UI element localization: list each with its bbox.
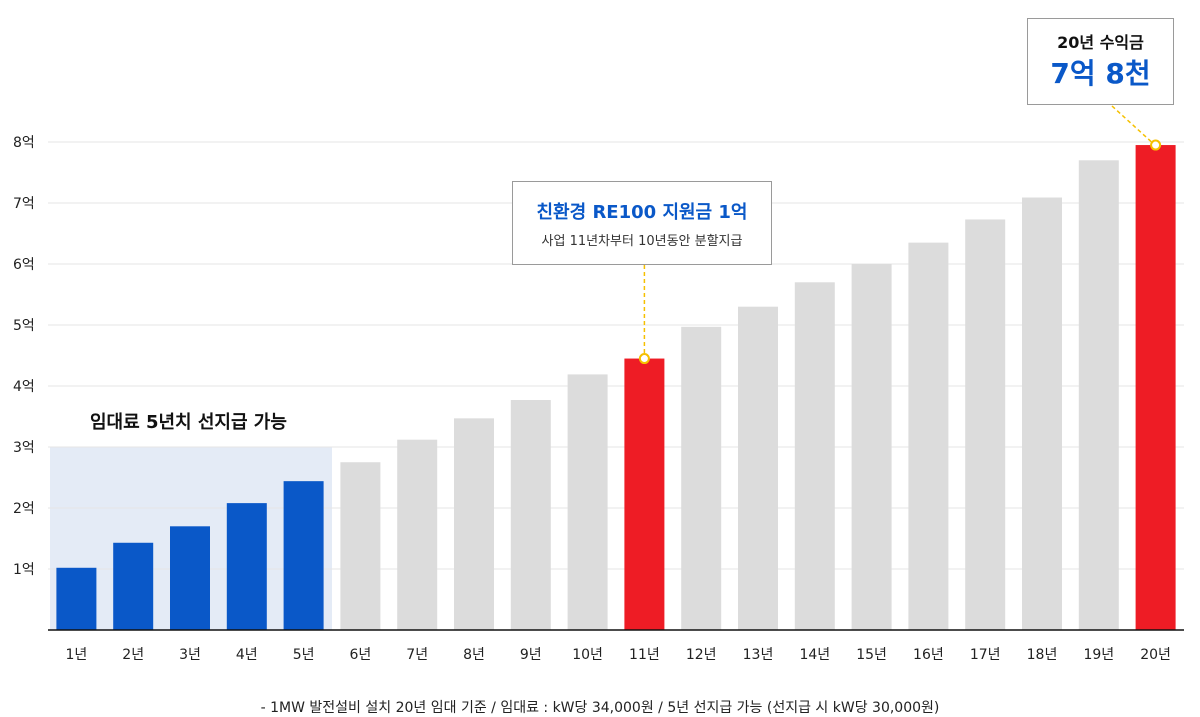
bar-2	[113, 542, 154, 630]
bar-1	[56, 567, 97, 630]
bar-14	[794, 282, 835, 630]
y-tick-label: 3억	[13, 440, 35, 456]
bar-20	[1135, 145, 1176, 631]
bar-11	[624, 358, 665, 630]
x-tick-label: 17년	[970, 647, 1001, 663]
re100-subsidy-callout: 친환경 RE100 지원금 1억 사업 11년차부터 10년동안 분할지급	[512, 181, 772, 265]
bar-10	[567, 374, 608, 630]
y-tick-label: 1억	[13, 562, 35, 578]
x-tick-label: 10년	[572, 647, 603, 663]
x-tick-label: 7년	[406, 647, 428, 663]
x-tick-label: 19년	[1083, 647, 1114, 663]
bar-6	[340, 462, 381, 630]
re100-callout-subtitle: 사업 11년차부터 10년동안 분할지급	[541, 234, 743, 249]
y-tick-label: 4억	[13, 379, 35, 395]
prepay-region-label: 임대료 5년치 선지급 가능	[90, 412, 287, 433]
total-revenue-callout: 20년 수익금 7억 8천	[1027, 18, 1174, 105]
x-tick-label: 6년	[350, 647, 372, 663]
total-connector	[1111, 105, 1153, 143]
x-tick-label: 11년	[629, 647, 660, 663]
y-tick-label: 7억	[13, 196, 35, 212]
total-callout-value: 7억 8천	[1050, 57, 1151, 90]
bar-7	[397, 439, 438, 630]
re100-marker	[638, 353, 650, 365]
bar-17	[965, 219, 1006, 630]
bar-5	[283, 481, 324, 630]
x-tick-label: 15년	[856, 647, 887, 663]
x-tick-label: 18년	[1027, 647, 1058, 663]
x-tick-label: 4년	[236, 647, 258, 663]
x-tick-label: 12년	[686, 647, 717, 663]
bar-18	[1022, 197, 1062, 630]
y-tick-label: 2억	[13, 501, 35, 517]
bar-16	[908, 242, 949, 630]
bar-12	[681, 326, 722, 630]
chart-footnote: - 1MW 발전설비 설치 20년 임대 기준 / 임대료 : kW당 34,0…	[260, 700, 940, 716]
total-marker	[1150, 139, 1162, 151]
x-tick-label: 20년	[1140, 647, 1171, 663]
x-tick-label: 5년	[293, 647, 315, 663]
y-tick-label: 6억	[13, 257, 35, 273]
bar-15	[851, 264, 892, 630]
x-tick-label: 2년	[122, 647, 144, 663]
x-tick-label: 1년	[66, 647, 88, 663]
bar-13	[738, 306, 778, 630]
x-tick-label: 3년	[179, 647, 201, 663]
x-tick-label: 9년	[520, 647, 542, 663]
y-tick-label: 5억	[13, 318, 35, 334]
re100-callout-title: 친환경 RE100 지원금 1억	[536, 202, 748, 223]
bar-9	[510, 400, 551, 630]
total-callout-title: 20년 수익금	[1057, 33, 1144, 52]
bar-19	[1078, 160, 1119, 631]
x-tick-label: 14년	[799, 647, 830, 663]
y-tick-label: 8억	[13, 135, 35, 151]
bar-3	[170, 526, 210, 630]
x-tick-label: 8년	[463, 647, 485, 663]
x-tick-label: 13년	[743, 647, 774, 663]
bar-4	[226, 503, 267, 630]
bar-8	[454, 418, 494, 630]
x-tick-label: 16년	[913, 647, 944, 663]
